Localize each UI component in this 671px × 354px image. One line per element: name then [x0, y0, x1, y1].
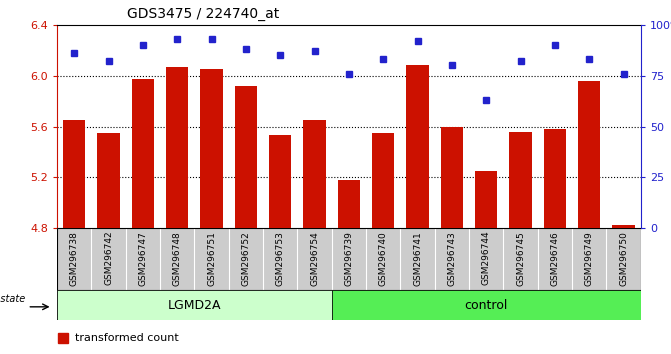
Text: GSM296748: GSM296748	[172, 231, 182, 286]
Text: GSM296751: GSM296751	[207, 231, 216, 286]
Bar	[407, 65, 429, 228]
Text: control: control	[464, 299, 508, 312]
Text: GSM296752: GSM296752	[242, 231, 250, 286]
Bar	[331, 290, 641, 320]
Text: GSM296749: GSM296749	[585, 231, 594, 286]
Bar	[441, 127, 463, 228]
Bar	[372, 133, 395, 228]
Text: LGMD2A: LGMD2A	[168, 299, 221, 312]
Bar	[269, 136, 291, 228]
Text: GSM296747: GSM296747	[138, 231, 148, 286]
Text: GSM296745: GSM296745	[516, 231, 525, 286]
Bar	[303, 120, 325, 228]
Bar	[166, 67, 189, 228]
Text: disease state: disease state	[0, 294, 25, 304]
Bar	[57, 290, 331, 320]
Text: GDS3475 / 224740_at: GDS3475 / 224740_at	[127, 7, 279, 21]
Bar	[613, 224, 635, 228]
Text: GSM296740: GSM296740	[378, 231, 388, 286]
Text: GSM296743: GSM296743	[448, 231, 456, 286]
Text: GSM296742: GSM296742	[104, 231, 113, 285]
Bar	[578, 81, 601, 228]
Text: GSM296738: GSM296738	[70, 231, 79, 286]
Text: GSM296754: GSM296754	[310, 231, 319, 286]
Bar	[201, 69, 223, 228]
Bar	[338, 180, 360, 228]
Text: GSM296746: GSM296746	[550, 231, 560, 286]
Bar	[235, 86, 257, 228]
Text: transformed count: transformed count	[74, 333, 178, 343]
Text: GSM296744: GSM296744	[482, 231, 491, 285]
Bar	[63, 120, 85, 228]
Text: GSM296741: GSM296741	[413, 231, 422, 286]
Bar	[509, 132, 532, 228]
Text: GSM296753: GSM296753	[276, 231, 285, 286]
Bar	[97, 133, 119, 228]
Bar	[544, 129, 566, 228]
Text: GSM296750: GSM296750	[619, 231, 628, 286]
Text: GSM296739: GSM296739	[344, 231, 354, 286]
Bar	[132, 80, 154, 228]
Bar	[475, 171, 497, 228]
